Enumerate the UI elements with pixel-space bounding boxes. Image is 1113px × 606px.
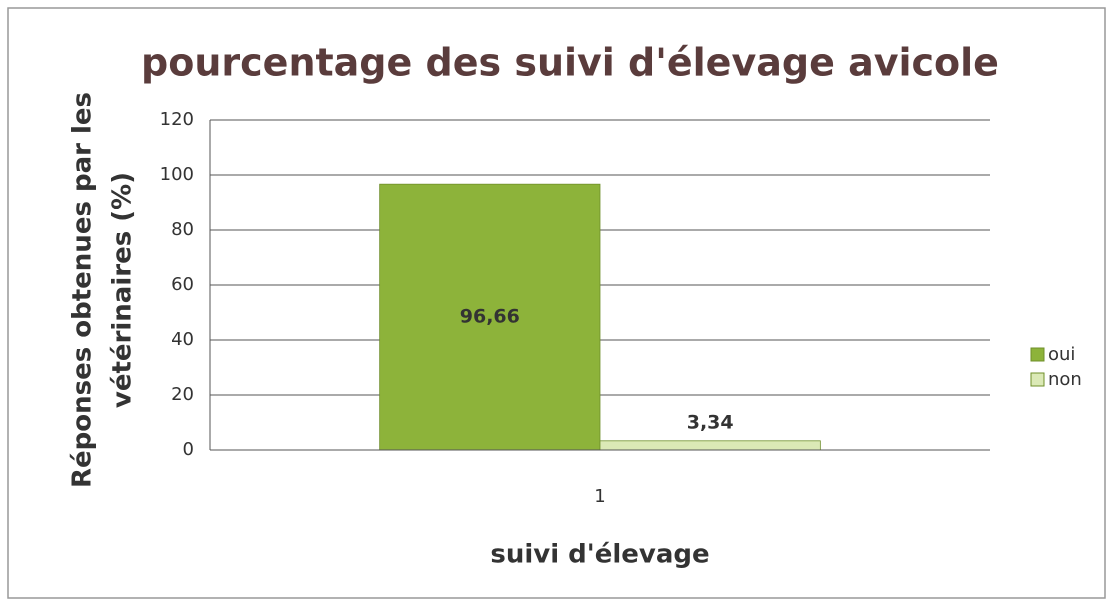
chart-title: pourcentage des suivi d'élevage avicole — [141, 41, 999, 85]
y-tick-label: 120 — [160, 109, 194, 130]
y-tick-label: 40 — [171, 329, 194, 350]
legend-swatch — [1030, 372, 1045, 387]
y-tick-label: 60 — [171, 274, 194, 295]
x-tick-label: 1 — [594, 486, 605, 507]
legend-swatch — [1030, 347, 1045, 362]
y-tick-label: 80 — [171, 219, 194, 240]
bar — [379, 183, 601, 451]
y-tick-label: 0 — [183, 439, 194, 460]
bar — [599, 440, 821, 451]
y-tick-label: 20 — [171, 384, 194, 405]
legend-label: oui — [1048, 344, 1075, 365]
y-tick-label: 100 — [160, 164, 194, 185]
legend-label: non — [1048, 369, 1082, 390]
y-axis-title-line: Réponses obtenues par les — [68, 92, 98, 488]
data-label: 96,66 — [460, 306, 520, 328]
x-axis-title: suivi d'élevage — [490, 540, 709, 570]
y-axis-title: Réponses obtenues par les vétérinaires (… — [68, 92, 138, 488]
y-axis-title-line: vétérinaires (%) — [108, 172, 138, 408]
data-label: 3,34 — [687, 411, 734, 433]
